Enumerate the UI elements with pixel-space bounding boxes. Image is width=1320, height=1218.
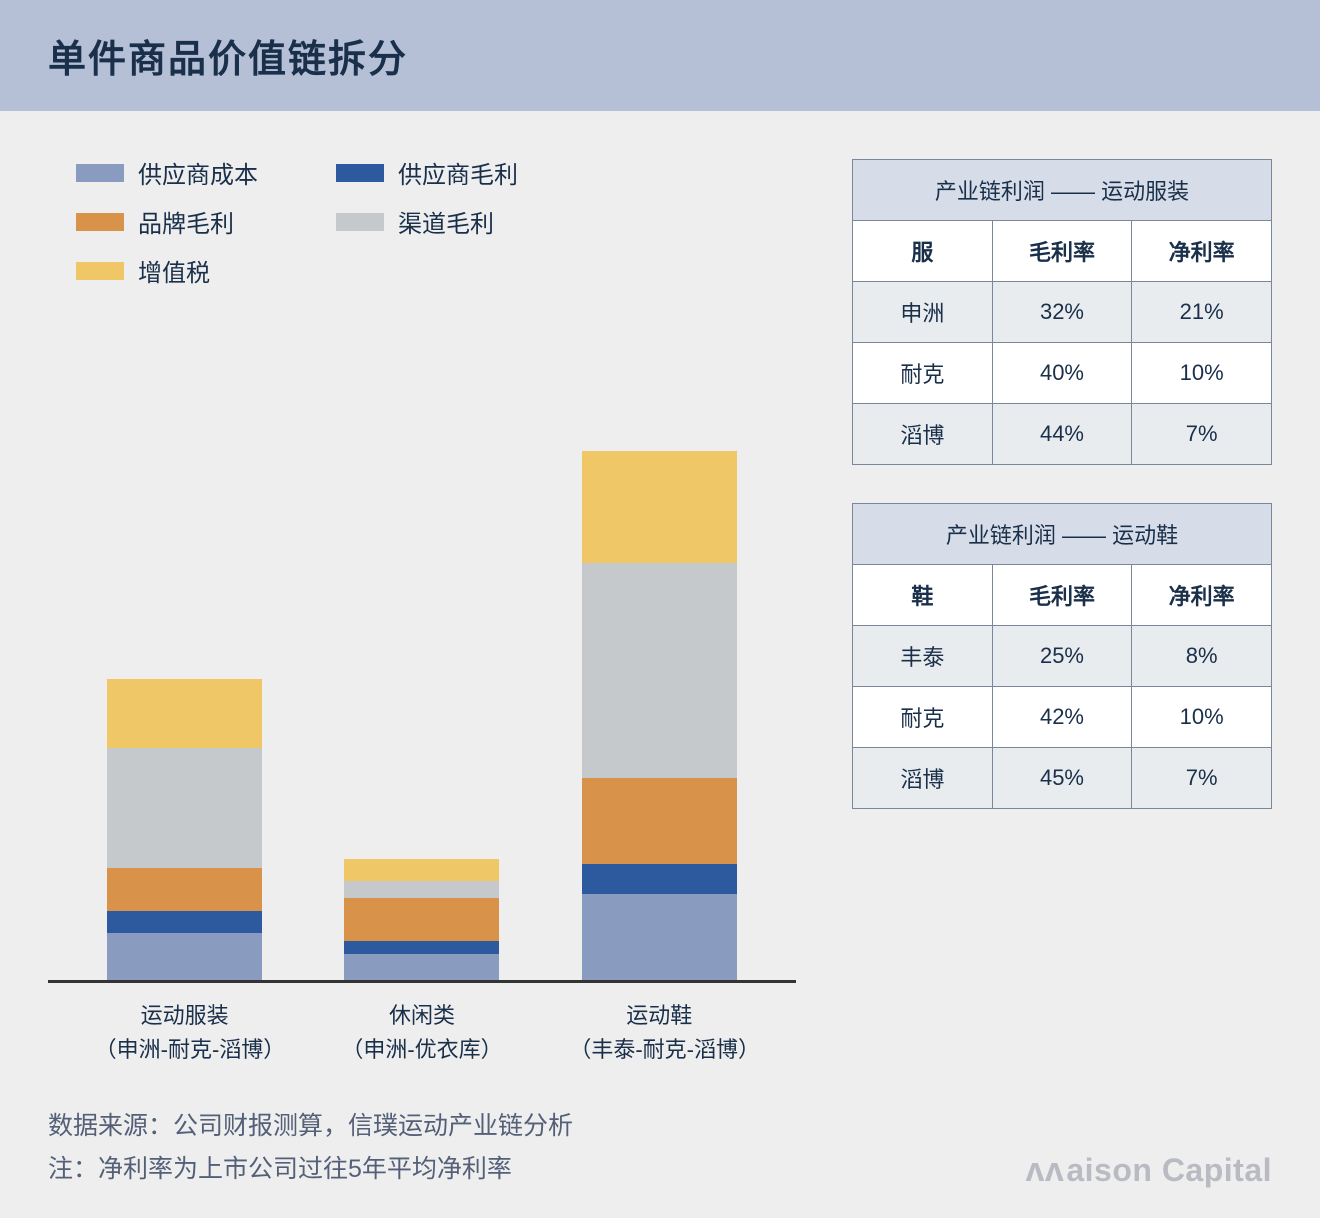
bar-segment-channel_margin xyxy=(107,748,262,868)
table-cell: 42% xyxy=(992,687,1132,748)
legend-item: 渠道毛利 xyxy=(336,204,566,239)
table-column-header: 鞋 xyxy=(853,565,993,626)
stacked-bar xyxy=(344,859,499,979)
table-row: 滔博44%7% xyxy=(853,404,1272,465)
bar-segment-supplier_cost xyxy=(344,954,499,980)
x-axis-label: 休闲类（申洲-优衣库） xyxy=(332,999,512,1067)
legend-label: 供应商成本 xyxy=(138,155,258,190)
bar-segment-supplier_margin xyxy=(107,911,262,933)
table-column-header: 服 xyxy=(853,221,993,282)
legend-item: 品牌毛利 xyxy=(76,204,306,239)
table-cell: 滔博 xyxy=(853,404,993,465)
table-cell: 10% xyxy=(1132,687,1272,748)
title-bar: 单件商品价值链拆分 xyxy=(0,0,1320,115)
table-cell: 滔博 xyxy=(853,748,993,809)
table-cell: 丰泰 xyxy=(853,626,993,687)
table-title: 产业链利润 —— 运动服装 xyxy=(853,160,1272,221)
table-row: 丰泰25%8% xyxy=(853,626,1272,687)
bar-segment-supplier_cost xyxy=(582,894,737,980)
stacked-bar xyxy=(107,679,262,980)
legend-label: 增值税 xyxy=(138,253,210,288)
bar-column xyxy=(95,679,275,980)
table-column-header: 净利率 xyxy=(1132,565,1272,626)
x-label-line1: 运动服装 xyxy=(95,999,275,1033)
main-row: 供应商成本供应商毛利品牌毛利渠道毛利增值税 运动服装（申洲-耐克-滔博）休闲类（… xyxy=(48,155,1272,1067)
brand-text: aison Capital xyxy=(1066,1152,1272,1189)
brand-logo: ᴧᴧaison Capital xyxy=(1026,1151,1272,1190)
stacked-bar-chart xyxy=(48,324,796,983)
bar-segment-supplier_margin xyxy=(344,941,499,954)
x-label-line1: 休闲类 xyxy=(332,999,512,1033)
footer-note: 注：净利率为上市公司过往5年平均净利率 xyxy=(48,1148,573,1191)
table-row: 耐克40%10% xyxy=(853,343,1272,404)
legend-swatch xyxy=(76,262,124,280)
legend-label: 渠道毛利 xyxy=(398,204,494,239)
footer: 数据来源：公司财报测算，信璞运动产业链分析 注：净利率为上市公司过往5年平均净利… xyxy=(48,1067,1272,1190)
content-area: 供应商成本供应商毛利品牌毛利渠道毛利增值税 运动服装（申洲-耐克-滔博）休闲类（… xyxy=(0,115,1320,1218)
table-row: 滔博45%7% xyxy=(853,748,1272,809)
legend-label: 品牌毛利 xyxy=(138,204,234,239)
bar-segment-channel_margin xyxy=(582,563,737,778)
bar-segment-channel_margin xyxy=(344,881,499,898)
table-cell: 耐克 xyxy=(853,687,993,748)
footer-source: 数据来源：公司财报测算，信璞运动产业链分析 xyxy=(48,1105,573,1148)
table-cell: 7% xyxy=(1132,748,1272,809)
table-column-header: 毛利率 xyxy=(992,221,1132,282)
table-title: 产业链利润 —— 运动鞋 xyxy=(853,504,1272,565)
legend-swatch xyxy=(336,164,384,182)
table-cell: 10% xyxy=(1132,343,1272,404)
table-cell: 8% xyxy=(1132,626,1272,687)
table-cell: 21% xyxy=(1132,282,1272,343)
profit-table: 产业链利润 —— 运动鞋鞋毛利率净利率丰泰25%8%耐克42%10%滔博45%7… xyxy=(852,503,1272,809)
table-cell: 7% xyxy=(1132,404,1272,465)
bar-segment-brand_margin xyxy=(107,868,262,911)
legend-item: 供应商成本 xyxy=(76,155,306,190)
legend-item: 供应商毛利 xyxy=(336,155,566,190)
bar-column xyxy=(569,451,749,980)
table-row: 耐克42%10% xyxy=(853,687,1272,748)
tables-panel: 产业链利润 —— 运动服装服毛利率净利率申洲32%21%耐克40%10%滔博44… xyxy=(852,155,1272,1067)
x-axis-labels: 运动服装（申洲-耐克-滔博） 休闲类（申洲-优衣库） 运动鞋（丰泰-耐克-滔博） xyxy=(48,983,796,1067)
x-label-line2: （申洲-耐克-滔博） xyxy=(95,1033,275,1067)
legend-swatch xyxy=(76,164,124,182)
legend-label: 供应商毛利 xyxy=(398,155,518,190)
table-column-header: 毛利率 xyxy=(992,565,1132,626)
footer-notes: 数据来源：公司财报测算，信璞运动产业链分析 注：净利率为上市公司过往5年平均净利… xyxy=(48,1105,573,1190)
stacked-bar xyxy=(582,451,737,980)
page-title: 单件商品价值链拆分 xyxy=(48,28,1272,83)
legend-item: 增值税 xyxy=(76,253,306,288)
table-cell: 40% xyxy=(992,343,1132,404)
page-root: 单件商品价值链拆分 供应商成本供应商毛利品牌毛利渠道毛利增值税 运动服装（申洲-… xyxy=(0,0,1320,1218)
legend-swatch xyxy=(336,213,384,231)
x-axis-label: 运动服装（申洲-耐克-滔博） xyxy=(95,999,275,1067)
table-cell: 耐克 xyxy=(853,343,993,404)
table-column-header: 净利率 xyxy=(1132,221,1272,282)
bar-segment-brand_margin xyxy=(344,898,499,941)
x-label-line2: （丰泰-耐克-滔博） xyxy=(569,1033,749,1067)
profit-table: 产业链利润 —— 运动服装服毛利率净利率申洲32%21%耐克40%10%滔博44… xyxy=(852,159,1272,465)
table-cell: 45% xyxy=(992,748,1132,809)
x-axis-label: 运动鞋（丰泰-耐克-滔博） xyxy=(569,999,749,1067)
x-label-line1: 运动鞋 xyxy=(569,999,749,1033)
table-cell: 申洲 xyxy=(853,282,993,343)
bar-segment-vat xyxy=(344,859,499,881)
table-row: 申洲32%21% xyxy=(853,282,1272,343)
table-cell: 32% xyxy=(992,282,1132,343)
bar-segment-brand_margin xyxy=(582,778,737,864)
table-cell: 44% xyxy=(992,404,1132,465)
bar-column xyxy=(332,859,512,979)
bar-segment-vat xyxy=(107,679,262,748)
x-label-line2: （申洲-优衣库） xyxy=(332,1033,512,1067)
brand-mark-icon: ᴧᴧ xyxy=(1026,1151,1065,1190)
bar-segment-vat xyxy=(582,451,737,563)
legend: 供应商成本 供应商毛利品牌毛利 渠道毛利增值税 xyxy=(48,155,796,288)
chart-panel: 供应商成本供应商毛利品牌毛利渠道毛利增值税 运动服装（申洲-耐克-滔博）休闲类（… xyxy=(48,155,796,1067)
bar-segment-supplier_margin xyxy=(582,864,737,894)
table-cell: 25% xyxy=(992,626,1132,687)
legend-swatch xyxy=(76,213,124,231)
bar-segment-supplier_cost xyxy=(107,933,262,980)
